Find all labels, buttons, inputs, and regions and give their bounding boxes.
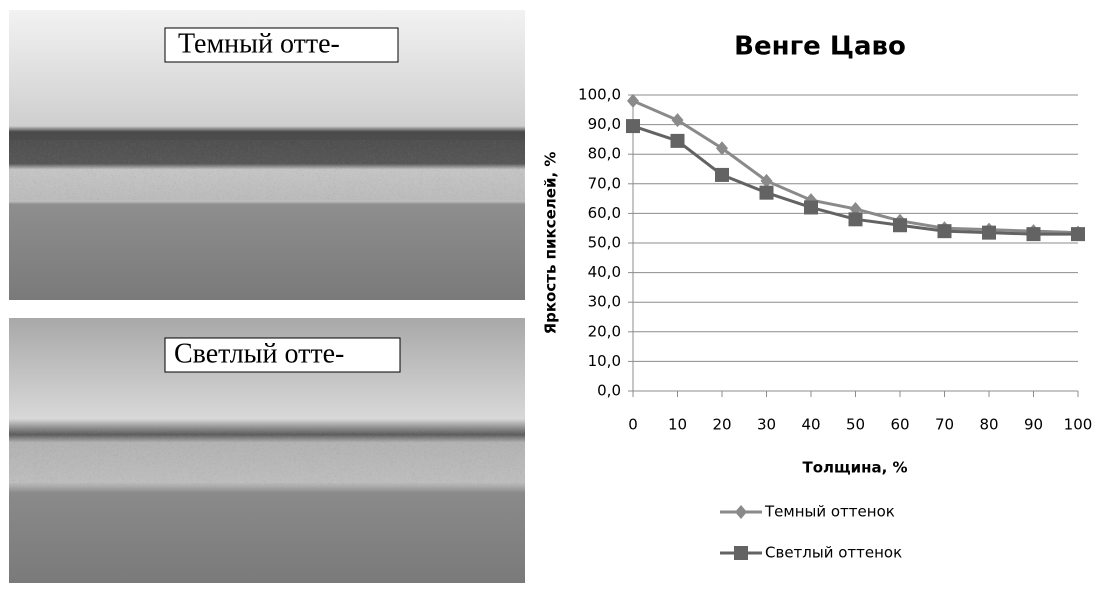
- x-tick-label: 80: [979, 416, 998, 434]
- data-point: [716, 141, 728, 156]
- y-tick-label: 10,0: [588, 352, 621, 370]
- data-point: [715, 167, 729, 182]
- x-tick-label: 20: [712, 416, 731, 434]
- y-tick-label: 30,0: [588, 293, 621, 311]
- y-tick-label: 60,0: [588, 204, 621, 222]
- data-point: [626, 119, 640, 134]
- x-tick-label: 50: [846, 416, 865, 434]
- y-tick-label: 50,0: [588, 234, 621, 252]
- legend-label: Светлый оттенок: [765, 544, 902, 562]
- data-point: [671, 113, 684, 128]
- x-tick-label: 60: [890, 416, 909, 434]
- data-point: [670, 133, 685, 148]
- x-axis-label: Толщина, %: [802, 459, 907, 477]
- legend-marker: [734, 546, 748, 560]
- data-point: [848, 212, 863, 227]
- y-tick-label: 90,0: [588, 115, 621, 133]
- x-tick-label: 0: [628, 416, 638, 434]
- image-label: Темный отте-: [178, 28, 340, 59]
- x-tick-label: 30: [757, 416, 776, 434]
- y-tick-label: 20,0: [588, 322, 621, 340]
- y-axis-label: Яркость пикселей, %: [542, 152, 560, 335]
- legend-label: Темный оттенок: [764, 503, 895, 521]
- y-tick-label: 100,0: [578, 86, 621, 104]
- y-tick-label: 0,0: [597, 382, 621, 400]
- y-tick-label: 80,0: [588, 145, 621, 163]
- data-point: [893, 218, 907, 233]
- data-point: [804, 200, 818, 215]
- x-tick-label: 100: [1064, 416, 1093, 434]
- data-point: [982, 225, 996, 240]
- x-tick-label: 90: [1024, 416, 1043, 434]
- data-point: [760, 173, 773, 188]
- data-point: [759, 185, 774, 200]
- legend-marker: [735, 505, 747, 519]
- micrograph-light: Светлый отте-: [9, 318, 525, 583]
- x-tick-label: 70: [935, 416, 954, 434]
- x-tick-label: 10: [668, 416, 687, 434]
- data-point: [1071, 227, 1085, 242]
- y-tick-label: 40,0: [588, 263, 621, 281]
- chart-title: Венге Цаво: [734, 32, 906, 62]
- data-point: [627, 93, 639, 108]
- y-tick-label: 70,0: [588, 174, 621, 192]
- data-point: [937, 224, 952, 239]
- image-label: Светлый отте-: [174, 338, 344, 369]
- x-tick-label: 40: [801, 416, 820, 434]
- micrograph-dark: Темный отте-: [9, 10, 525, 300]
- data-point: [1026, 227, 1041, 242]
